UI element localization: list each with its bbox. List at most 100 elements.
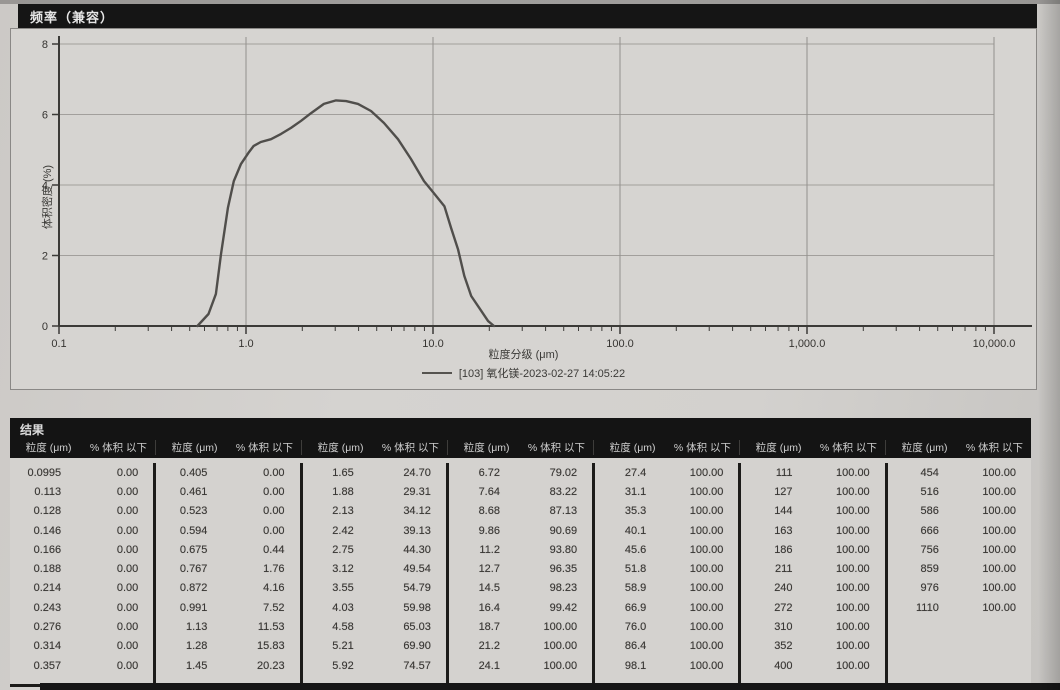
size-value: 163: [774, 524, 793, 537]
pct-under-value: 15.83: [257, 640, 285, 653]
table-row: 211 100.00: [741, 559, 884, 578]
size-value: 310: [774, 621, 793, 634]
table-row: 0.214 0.00: [10, 579, 153, 598]
table-row: 0.461 0.00: [156, 482, 299, 501]
table-row: 0.767 1.76: [156, 559, 299, 578]
size-value: 5.21: [332, 640, 354, 653]
x-tick-label: 1,000.0: [789, 338, 826, 350]
size-value: 1110: [915, 601, 939, 614]
pct-under-value: 100.00: [836, 524, 870, 537]
table-row: 0.0995 0.00: [10, 463, 153, 482]
size-column-header: 粒度 (μm): [755, 442, 802, 454]
pct-under-value: 1.76: [263, 563, 285, 576]
size-value: 27.4: [624, 466, 647, 479]
size-value: 666: [920, 524, 939, 537]
table-row: 310 100.00: [741, 617, 884, 636]
table-row: 58.9 100.00: [595, 579, 738, 598]
pct-under-value: 83.22: [549, 485, 578, 498]
size-value: 0.214: [33, 582, 62, 595]
size-value: 12.7: [478, 563, 500, 576]
y-tick-label: 0: [42, 321, 48, 333]
pct-under-value: 24.70: [403, 466, 431, 479]
table-row: 516 100.00: [888, 482, 1031, 501]
size-value: 4.58: [332, 621, 354, 634]
pct-under-value: 34.12: [403, 505, 431, 518]
size-column-header: 粒度 (μm): [463, 442, 510, 454]
size-value: 45.6: [624, 543, 647, 556]
pct-under-value: 100.00: [689, 659, 724, 672]
table-row: 666 100.00: [888, 521, 1031, 540]
table-row: 0.128 0.00: [10, 502, 153, 521]
pct-under-value: 0.00: [116, 543, 139, 556]
pct-under-value: 0.00: [263, 505, 285, 518]
table-column-group: 111 100.00 127 100.00 144 100.00 163 100.00 186 1…: [741, 463, 888, 684]
size-value: 756: [920, 543, 939, 556]
size-value: 586: [920, 505, 939, 518]
legend-line-icon: [421, 372, 452, 374]
size-value: 1.13: [186, 621, 208, 634]
pct-under-value: 100.00: [689, 485, 724, 498]
table-row: 272 100.00: [741, 598, 884, 617]
table-row: 0.146 0.00: [10, 521, 153, 540]
size-value: 9.86: [478, 524, 500, 537]
table-row: 163 100.00: [741, 521, 884, 540]
size-value: 144: [774, 505, 793, 518]
pct-under-value: 100.00: [982, 485, 1016, 498]
size-value: 127: [774, 485, 793, 498]
table-row: 0.405 0.00: [156, 463, 299, 482]
table-row: 0.113 0.00: [10, 482, 153, 501]
pct-under-value: 74.57: [403, 659, 431, 672]
size-value: 0.113: [34, 485, 62, 498]
pct-under-value: 100.00: [543, 640, 578, 653]
column-group-header: 粒度 (μm) % 体积 以下: [885, 440, 1031, 455]
pct-under-value: 39.13: [403, 524, 431, 537]
table-column-group: 6.72 79.02 7.64 83.22 8.68 87.13 9.86 90.69 11.2…: [449, 463, 596, 684]
size-value: 3.12: [332, 563, 354, 576]
size-value: 2.75: [332, 543, 354, 556]
table-row: 1.88 29.31: [303, 482, 446, 501]
size-value: 0.461: [179, 485, 208, 498]
size-value: 86.4: [624, 640, 647, 653]
table-row: 1.45 20.23: [156, 656, 299, 675]
y-tick-label: 8: [42, 39, 48, 51]
table-row: 756 100.00: [888, 540, 1031, 559]
pct-column-header: % 体积 以下: [527, 442, 585, 454]
table-row: 21.2 100.00: [449, 637, 592, 656]
pct-under-value: 49.54: [403, 563, 431, 576]
pct-under-value: 98.23: [549, 582, 578, 595]
y-tick-label: 2: [42, 251, 48, 263]
size-value: 14.5: [478, 582, 500, 595]
table-row: 0.357 0.00: [10, 656, 153, 675]
x-tick-label: 10.0: [422, 338, 443, 350]
size-value: 1.65: [332, 466, 354, 479]
table-row: 40.1 100.00: [595, 521, 738, 540]
table-row: 111 100.00: [741, 463, 884, 482]
size-value: 7.64: [478, 485, 500, 498]
table-row: 5.92 74.57: [303, 656, 446, 675]
table-row: 2.75 44.30: [303, 540, 446, 559]
x-tick-label: 100.0: [606, 338, 634, 350]
table-row: 144 100.00: [741, 502, 884, 521]
size-value: 0.0995: [27, 466, 62, 479]
pct-under-value: 0.00: [263, 485, 285, 498]
size-value: 3.55: [332, 582, 354, 595]
table-row: 18.7 100.00: [449, 617, 592, 636]
frequency-chart: 0 2 4 6 8 0.1 1.0 10.0 100.0 1,000.0 10,000.0: [42, 36, 1032, 350]
column-group-header: 粒度 (μm) % 体积 以下: [739, 440, 885, 455]
column-group-header: 粒度 (μm) % 体积 以下: [10, 440, 155, 455]
column-group-header: 粒度 (μm) % 体积 以下: [447, 440, 593, 455]
pct-under-value: 100.00: [836, 601, 870, 614]
pct-under-value: 100.00: [689, 543, 724, 556]
table-column-group: 0.0995 0.00 0.113 0.00 0.128 0.00 0.146 0.00 0.1…: [10, 463, 157, 684]
table-row: 3.12 49.54: [303, 559, 446, 578]
table-row: 6.72 79.02: [449, 463, 592, 482]
pct-under-value: 79.02: [549, 466, 578, 479]
size-value: 58.9: [624, 582, 647, 595]
pct-under-value: 100.00: [689, 505, 724, 518]
pct-under-value: 90.69: [549, 524, 578, 537]
size-value: 0.405: [179, 466, 208, 479]
size-value: 21.2: [478, 640, 500, 653]
pct-under-value: 7.52: [263, 601, 285, 614]
pct-under-value: 100.00: [836, 485, 870, 498]
pct-under-value: 100.00: [982, 505, 1016, 518]
